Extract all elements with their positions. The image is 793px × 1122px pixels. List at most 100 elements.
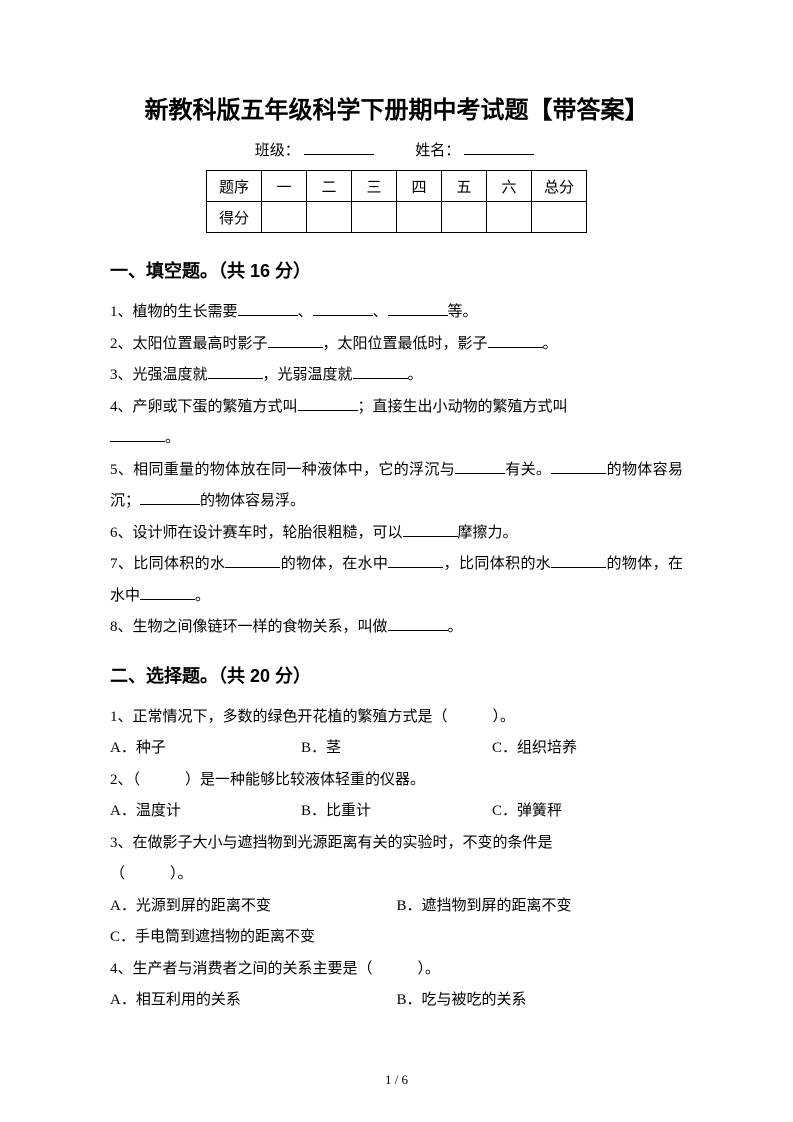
q2-3-options-row2: C．手电筒到遮挡物的距离不变	[110, 922, 683, 954]
fill-blank[interactable]	[353, 364, 408, 379]
fill-blank[interactable]	[551, 553, 606, 568]
score-table: 题序 一 二 三 四 五 六 总分 得分	[206, 170, 587, 233]
q-text: 。	[195, 588, 210, 604]
q1-3: 3、光强温度就 ，光弱温度就 。	[110, 360, 683, 392]
fill-blank[interactable]	[388, 301, 448, 316]
option-c[interactable]: C．组织培养	[492, 733, 683, 765]
cell-score-label: 得分	[207, 202, 262, 233]
cell: 一	[262, 171, 307, 202]
fill-blank[interactable]	[403, 522, 458, 537]
fill-blank[interactable]	[140, 490, 200, 505]
option-b[interactable]: B．吃与被吃的关系	[397, 985, 684, 1017]
q-text: 等。	[448, 304, 478, 320]
table-row: 题序 一 二 三 四 五 六 总分	[207, 171, 587, 202]
q2-4: 4、生产者与消费者之间的关系主要是（ ）。	[110, 954, 683, 986]
q-text: 。	[165, 430, 180, 446]
cell-total: 总分	[532, 171, 587, 202]
exam-page: 新教科版五年级科学下册期中考试题【带答案】 班级： 姓名： 题序 一 二 三 四…	[0, 0, 793, 1122]
q-text: 、	[298, 304, 313, 320]
cell-blank[interactable]	[532, 202, 587, 233]
class-label: 班级：	[255, 143, 300, 159]
fill-blank[interactable]	[268, 333, 323, 348]
fill-blank[interactable]	[551, 459, 606, 474]
fill-blank[interactable]	[110, 427, 165, 442]
cell-blank[interactable]	[307, 202, 352, 233]
fill-blank[interactable]	[298, 396, 358, 411]
cell-blank[interactable]	[487, 202, 532, 233]
cell-blank[interactable]	[442, 202, 487, 233]
q1-2: 2、太阳位置最高时影子 ，太阳位置最低时，影子 。	[110, 329, 683, 361]
q-text: ，比同体积的水	[443, 556, 551, 572]
q-text: 4、产卵或下蛋的繁殖方式叫	[110, 399, 298, 415]
q-text: 的物体，在水中	[280, 556, 388, 572]
q-text: 、	[373, 304, 388, 320]
q-text: ；直接生出小动物的繁殖方式叫	[358, 399, 568, 415]
q-text: ，光弱温度就	[263, 367, 353, 383]
q-text: 。	[448, 619, 463, 635]
option-b[interactable]: B．遮挡物到屏的距离不变	[397, 891, 684, 923]
q1-4: 4、产卵或下蛋的繁殖方式叫 ；直接生出小动物的繁殖方式叫 。	[110, 392, 683, 455]
fill-blank[interactable]	[455, 459, 505, 474]
name-label: 姓名：	[415, 143, 460, 159]
q1-6: 6、设计师在设计赛车时，轮胎很粗糙，可以 摩擦力。	[110, 518, 683, 550]
fill-blank[interactable]	[388, 553, 443, 568]
name-blank[interactable]	[464, 140, 534, 155]
option-a[interactable]: A．光源到屏的距离不变	[110, 891, 397, 923]
student-info-line: 班级： 姓名：	[110, 139, 683, 160]
q2-3-line1: 3、在做影子大小与遮挡物到光源距离有关的实验时，不变的条件是	[110, 828, 683, 860]
q2-2: 2、（ ）是一种能够比较液体轻重的仪器。	[110, 765, 683, 797]
option-c[interactable]: C．手电筒到遮挡物的距离不变	[110, 929, 315, 945]
q-text: 摩擦力。	[458, 525, 518, 541]
cell: 四	[397, 171, 442, 202]
fill-blank[interactable]	[388, 616, 448, 631]
fill-blank[interactable]	[488, 333, 543, 348]
option-a[interactable]: A．种子	[110, 733, 301, 765]
q2-1: 1、正常情况下，多数的绿色开花植的繁殖方式是（ ）。	[110, 702, 683, 734]
fill-blank[interactable]	[208, 364, 263, 379]
class-blank[interactable]	[304, 140, 374, 155]
q-text: 。	[543, 336, 558, 352]
page-number: 1 / 6	[0, 1072, 793, 1088]
q-text: 2、太阳位置最高时影子	[110, 336, 268, 352]
q2-3-options-row1: A．光源到屏的距离不变 B．遮挡物到屏的距离不变	[110, 891, 683, 923]
q-text: 。	[408, 367, 423, 383]
cell-header: 题序	[207, 171, 262, 202]
q1-8: 8、生物之间像链环一样的食物关系，叫做 。	[110, 612, 683, 644]
q2-4-options: A．相互利用的关系 B．吃与被吃的关系	[110, 985, 683, 1017]
page-title: 新教科版五年级科学下册期中考试题【带答案】	[110, 90, 683, 125]
fill-blank[interactable]	[140, 585, 195, 600]
fill-blank[interactable]	[225, 553, 280, 568]
q2-2-options: A．温度计 B．比重计 C．弹簧秤	[110, 796, 683, 828]
q-text: 3、光强温度就	[110, 367, 208, 383]
table-row: 得分	[207, 202, 587, 233]
q1-1: 1、植物的生长需要 、 、 等。	[110, 297, 683, 329]
q-text: 有关。	[505, 462, 551, 478]
cell-blank[interactable]	[262, 202, 307, 233]
q-text: 6、设计师在设计赛车时，轮胎很粗糙，可以	[110, 525, 403, 541]
q1-7: 7、比同体积的水的物体，在水中，比同体积的水的物体，在水中。	[110, 549, 683, 612]
fill-blank[interactable]	[313, 301, 373, 316]
q1-5: 5、相同重量的物体放在同一种液体中，它的浮沉与有关。的物体容易沉；的物体容易浮。	[110, 455, 683, 518]
option-b[interactable]: B．茎	[301, 733, 492, 765]
q2-3-line2: （ ）。	[110, 859, 683, 891]
section-2-heading: 二、选择题。（共 20 分）	[110, 662, 683, 688]
option-c[interactable]: C．弹簧秤	[492, 796, 683, 828]
cell-blank[interactable]	[352, 202, 397, 233]
q-text: 1、植物的生长需要	[110, 304, 238, 320]
option-a[interactable]: A．温度计	[110, 796, 301, 828]
cell: 六	[487, 171, 532, 202]
q-text: 5、相同重量的物体放在同一种液体中，它的浮沉与	[110, 462, 455, 478]
fill-blank[interactable]	[238, 301, 298, 316]
q2-1-options: A．种子 B．茎 C．组织培养	[110, 733, 683, 765]
q-text: 7、比同体积的水	[110, 556, 225, 572]
section-1-heading: 一、填空题。（共 16 分）	[110, 257, 683, 283]
option-a[interactable]: A．相互利用的关系	[110, 985, 397, 1017]
cell: 二	[307, 171, 352, 202]
cell: 三	[352, 171, 397, 202]
q-text: 8、生物之间像链环一样的食物关系，叫做	[110, 619, 388, 635]
q-text: 的物体容易浮。	[200, 493, 305, 509]
cell-blank[interactable]	[397, 202, 442, 233]
cell: 五	[442, 171, 487, 202]
q-text: ，太阳位置最低时，影子	[323, 336, 488, 352]
option-b[interactable]: B．比重计	[301, 796, 492, 828]
